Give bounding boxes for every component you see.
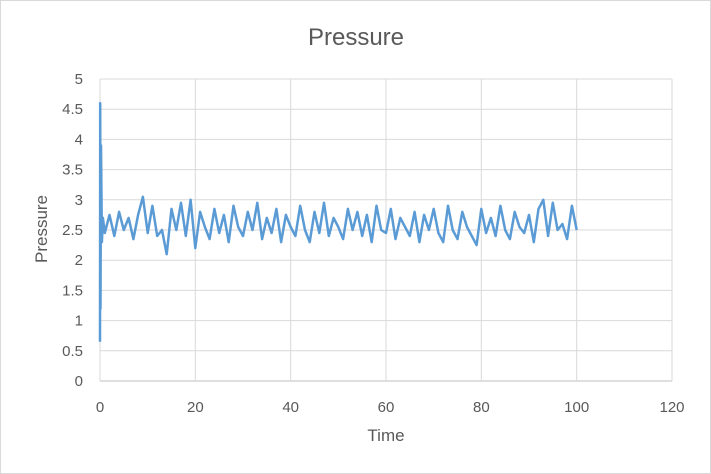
x-tick-label: 80 xyxy=(473,399,490,416)
y-tick-label: 1 xyxy=(75,313,83,330)
y-axis-label: Pressure xyxy=(32,195,51,263)
y-tick-label: 2.5 xyxy=(62,222,83,239)
series-group xyxy=(98,101,578,342)
y-axis-ticks: 0 0.5 1 1.5 2 2.5 3 3.5 4 4.5 5 xyxy=(62,71,83,390)
y-tick-label: 0.5 xyxy=(62,343,83,360)
y-tick-label: 2 xyxy=(75,252,83,269)
x-axis-label: Time xyxy=(367,426,404,445)
x-tick-label: 0 xyxy=(96,399,104,416)
x-tick-label: 40 xyxy=(282,399,299,416)
x-tick-label: 20 xyxy=(187,399,204,416)
y-tick-label: 1.5 xyxy=(62,282,83,299)
y-tick-label: 4 xyxy=(75,131,83,148)
chart-title: Pressure xyxy=(308,24,404,51)
y-tick-label: 4.5 xyxy=(62,101,83,118)
x-tick-label: 60 xyxy=(378,399,395,416)
x-axis-ticks: 0 20 40 60 80 100 120 xyxy=(96,399,685,416)
x-tick-label: 120 xyxy=(659,399,684,416)
y-tick-label: 3 xyxy=(75,192,83,209)
y-tick-label: 5 xyxy=(75,71,83,88)
pressure-series-line xyxy=(98,101,578,342)
y-tick-label: 3.5 xyxy=(62,162,83,179)
x-tick-label: 100 xyxy=(564,399,589,416)
y-tick-label: 0 xyxy=(75,373,83,390)
